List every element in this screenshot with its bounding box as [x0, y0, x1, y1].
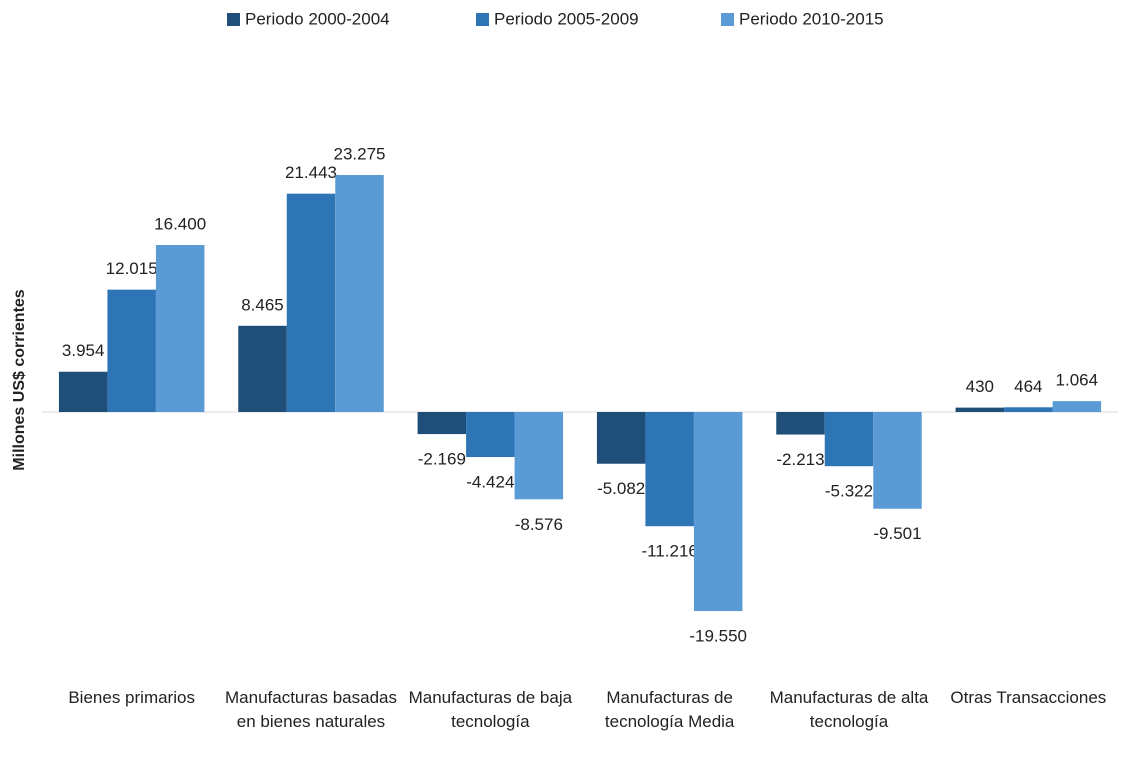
bar [238, 325, 287, 412]
legend-swatch [227, 13, 240, 26]
data-label: 21.443 [285, 163, 337, 182]
data-label: -4.424 [466, 473, 514, 492]
legend-label: Periodo 2000-2004 [245, 9, 390, 28]
x-tick-label: Manufacturas de alta tecnología [769, 688, 929, 731]
bar [417, 412, 467, 435]
data-label: 464 [1014, 377, 1042, 396]
bar [58, 371, 108, 412]
data-label: 23.275 [334, 144, 386, 163]
bar [955, 407, 1005, 412]
data-label: 16.400 [154, 214, 206, 233]
bar [335, 175, 384, 412]
bar [873, 412, 922, 509]
bar [693, 412, 743, 612]
bar [824, 412, 874, 467]
x-tick-label: Manufacturas de tecnología Media [604, 688, 735, 731]
data-label: -11.216 [641, 542, 697, 561]
bar [107, 289, 156, 412]
x-tick-label: Manufacturas de baja tecnología [408, 688, 573, 731]
data-label: 1.064 [1056, 371, 1099, 390]
bar [596, 412, 646, 464]
data-label: 12.015 [106, 259, 158, 278]
data-label: -8.576 [515, 515, 563, 534]
legend-label: Periodo 2005-2009 [494, 9, 639, 28]
x-tick-label: Otras Transacciones [950, 688, 1107, 707]
data-label: -5.082 [597, 479, 645, 498]
data-label: -19.550 [689, 627, 747, 646]
bar [286, 193, 336, 412]
bar [1052, 401, 1102, 412]
bar [645, 412, 694, 527]
data-label: 8.465 [241, 295, 284, 314]
bar [155, 245, 205, 412]
x-tick-label: Manufacturas basadas en bienes naturales [225, 688, 397, 731]
legend-label: Periodo 2010-2015 [739, 9, 884, 28]
data-label: -5.322 [825, 482, 873, 501]
data-label: -2.213 [776, 450, 824, 469]
y-axis-label: Millones US$ corrientes [11, 289, 28, 470]
x-tick-label: Bienes primarios [68, 688, 195, 707]
legend-swatch [476, 13, 489, 26]
data-label: -9.501 [873, 524, 921, 543]
legend-swatch [721, 13, 734, 26]
bar [776, 412, 825, 435]
data-label: 3.954 [62, 341, 105, 360]
bar [514, 412, 564, 500]
data-label: 430 [966, 377, 994, 396]
data-label: -2.169 [418, 450, 466, 469]
bar [466, 412, 515, 458]
bar [1004, 407, 1053, 412]
